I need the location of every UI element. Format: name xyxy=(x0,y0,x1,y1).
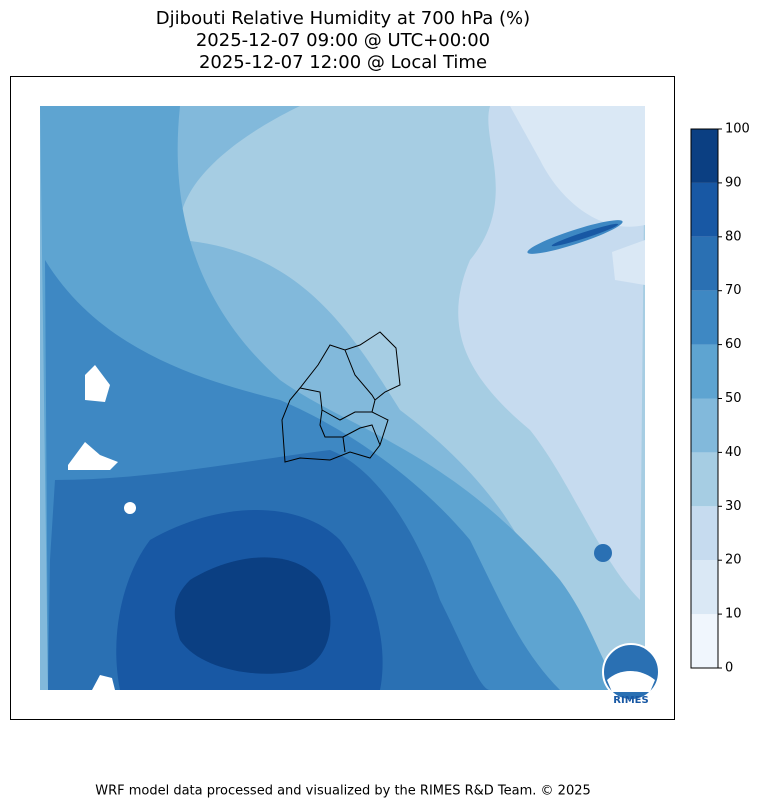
footer: WRF model data processed and visualized … xyxy=(95,784,591,799)
colorbar-tick-label: 40 xyxy=(725,445,742,460)
contour xyxy=(594,544,612,562)
colorbar-level xyxy=(691,560,718,615)
colorbar-tick-label: 70 xyxy=(725,283,742,298)
colorbar-tick-label: 50 xyxy=(725,391,742,406)
contour xyxy=(612,240,645,285)
colorbar-level xyxy=(691,129,718,183)
missing-data xyxy=(92,675,115,690)
logo-text: RIMES xyxy=(613,695,648,706)
colorbar-level xyxy=(691,398,718,453)
contour xyxy=(551,223,619,247)
contour xyxy=(510,106,645,227)
missing-data xyxy=(68,442,118,470)
humidity-field xyxy=(40,106,646,690)
logo: RIMES xyxy=(602,643,660,706)
contour xyxy=(174,557,331,674)
colorbar-level xyxy=(691,506,718,561)
missing-data xyxy=(85,365,110,402)
colorbar: 0 10 20 30 40 50 60 70 80 90 100 xyxy=(690,122,750,676)
missing-data xyxy=(124,502,136,514)
colorbar-tick-label: 10 xyxy=(725,607,742,622)
colorbar-level xyxy=(691,614,718,668)
colorbar-level xyxy=(691,452,718,507)
title-line: 2025-12-07 09:00 @ UTC+00:00 xyxy=(196,30,490,51)
colorbar-level xyxy=(691,290,718,345)
colorbar-tick-label: 20 xyxy=(725,553,742,568)
colorbar-level xyxy=(691,344,718,399)
country-borders xyxy=(281,331,401,463)
colorbar-level xyxy=(691,182,718,237)
colorbar-tick-label: 100 xyxy=(725,122,750,137)
colorbar-tick-label: 80 xyxy=(725,229,742,244)
title-line: 2025-12-07 12:00 @ Local Time xyxy=(199,52,487,73)
colorbar-tick-label: 60 xyxy=(725,337,742,352)
colorbar-tick-label: 30 xyxy=(725,499,742,514)
colorbar-tick-label: 90 xyxy=(725,175,742,190)
colorbar-level xyxy=(691,236,718,291)
colorbar-tick-label: 0 xyxy=(725,661,733,676)
title-line: Djibouti Relative Humidity at 700 hPa (%… xyxy=(156,8,530,29)
